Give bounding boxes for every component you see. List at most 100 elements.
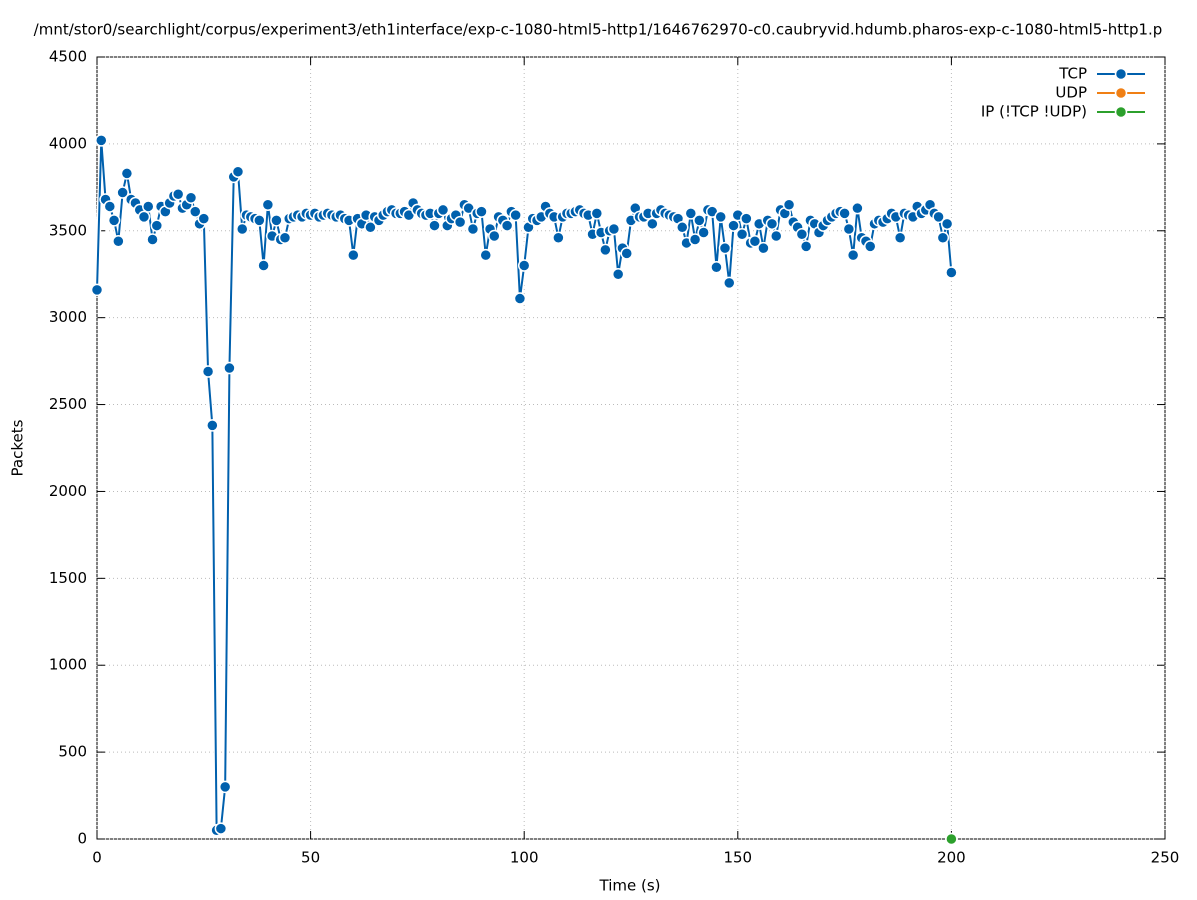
data-point — [893, 231, 907, 244]
data-point — [513, 292, 527, 305]
x-tick-label: 250 — [1151, 849, 1180, 867]
data-point — [500, 219, 514, 232]
data-point — [735, 228, 749, 241]
data-point — [223, 361, 236, 375]
plot-frame — [96, 56, 1166, 840]
data-point — [851, 201, 864, 215]
data-point — [714, 210, 727, 224]
data-point — [488, 229, 501, 243]
x-tick-label: 200 — [937, 849, 966, 867]
data-point — [607, 222, 621, 236]
data-point — [842, 222, 856, 236]
data-point — [727, 219, 740, 232]
data-point — [253, 214, 266, 227]
data-point — [347, 248, 360, 262]
data-point — [932, 210, 945, 224]
data-point — [684, 207, 698, 220]
data-point — [795, 228, 809, 241]
y-axis-label: Packets — [9, 419, 27, 476]
legend-swatch-dot — [1114, 67, 1128, 81]
data-point — [552, 231, 565, 244]
legend-label: TCP — [1058, 65, 1087, 83]
data-point — [479, 248, 493, 262]
data-point — [218, 780, 232, 794]
y-tick-label: 3500 — [49, 221, 87, 239]
data-point — [197, 212, 211, 225]
data-point — [646, 217, 659, 231]
y-tick-label: 4500 — [49, 48, 87, 66]
data-point — [863, 240, 877, 253]
x-tick-label: 100 — [510, 849, 539, 867]
y-tick-label: 1500 — [49, 569, 87, 587]
data-point — [171, 188, 185, 201]
data-point — [936, 231, 950, 244]
data-point — [769, 229, 783, 243]
y-tick-label: 3000 — [49, 308, 87, 326]
data-point — [214, 822, 228, 835]
legend-swatch-dot — [1114, 105, 1128, 119]
y-tick-label: 1000 — [49, 656, 87, 674]
data-point — [799, 240, 813, 253]
data-point — [611, 267, 625, 281]
x-axis-label: Time (s) — [599, 877, 661, 895]
data-point — [436, 203, 450, 217]
data-point — [201, 365, 215, 378]
data-point — [142, 200, 155, 213]
data-point — [235, 222, 249, 236]
data-point — [95, 134, 108, 147]
data-point — [620, 247, 633, 260]
data-point — [765, 217, 779, 231]
data-point — [112, 234, 125, 248]
data-point — [697, 226, 710, 239]
data-point — [710, 261, 723, 274]
data-point — [517, 259, 531, 272]
data-point — [475, 205, 488, 218]
data-point — [116, 186, 129, 199]
y-tick-label: 2000 — [49, 482, 87, 500]
data-point — [261, 198, 275, 211]
data-point — [364, 221, 377, 234]
data-point — [688, 233, 702, 246]
data-point — [257, 259, 270, 272]
data-point — [945, 832, 958, 846]
data-point — [231, 165, 245, 178]
y-tick-label: 500 — [58, 743, 87, 761]
data-point — [466, 222, 480, 236]
y-tick-label: 2500 — [49, 395, 87, 413]
data-point — [107, 214, 121, 227]
data-point — [146, 233, 159, 246]
data-point — [782, 198, 796, 211]
data-point — [748, 234, 762, 248]
data-point — [940, 217, 954, 231]
data-point — [757, 241, 770, 255]
data-point — [184, 191, 198, 205]
data-point — [846, 248, 860, 262]
data-point — [120, 167, 134, 180]
data-point — [693, 214, 706, 227]
data-point — [278, 231, 292, 244]
data-point — [150, 219, 164, 232]
data-point — [103, 200, 117, 213]
data-point — [599, 243, 612, 257]
data-point — [838, 207, 851, 220]
chart-title: /mnt/stor0/searchlight/corpus/experiment… — [34, 21, 1163, 39]
data-point — [270, 214, 283, 227]
data-point — [90, 283, 104, 297]
data-point — [453, 215, 467, 229]
data-point — [590, 207, 604, 220]
x-tick-label: 0 — [92, 849, 102, 867]
x-tick-label: 150 — [723, 849, 752, 867]
data-point — [137, 210, 151, 224]
data-point — [428, 219, 441, 232]
data-point — [945, 266, 958, 279]
data-point — [509, 208, 522, 222]
data-point — [189, 205, 202, 218]
legend-label: IP (!TCP !UDP) — [981, 103, 1087, 121]
data-point — [723, 276, 736, 290]
data-point — [740, 212, 753, 225]
data-point — [206, 419, 219, 432]
x-tick-label: 50 — [301, 849, 320, 867]
y-tick-label: 0 — [77, 830, 87, 848]
y-tick-label: 4000 — [49, 134, 87, 152]
